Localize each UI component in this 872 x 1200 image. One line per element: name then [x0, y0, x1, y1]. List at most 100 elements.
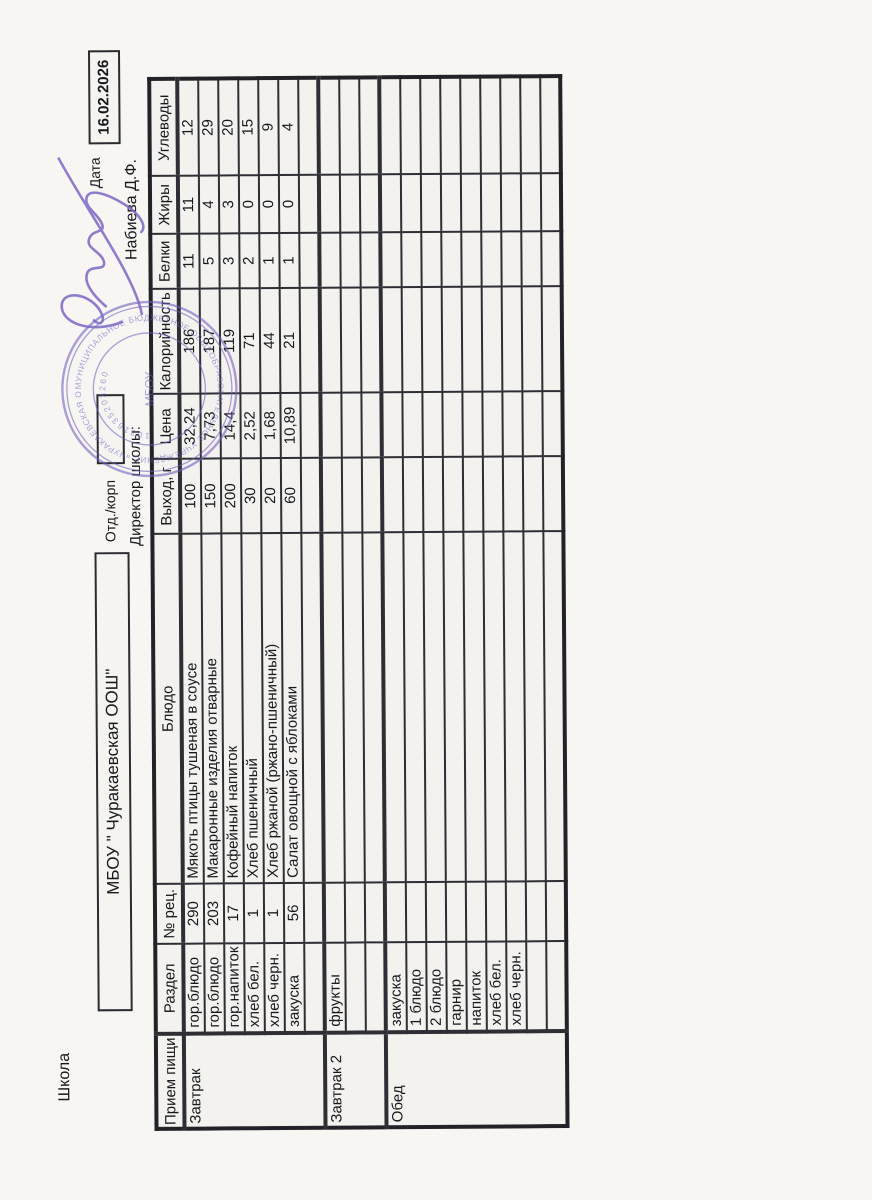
cell	[361, 457, 383, 533]
school-stamp: МУНИЦИПАЛЬНОЕ БЮДЖЕТНОЕ ОБЩЕОБРАЗОВАТЕЛЬ…	[54, 300, 238, 485]
cell	[522, 391, 543, 457]
cell	[460, 173, 482, 232]
cell	[480, 76, 501, 174]
cell: 12	[177, 78, 199, 176]
cell	[461, 286, 483, 392]
cell	[362, 532, 385, 883]
cell	[401, 287, 423, 393]
cell	[360, 287, 382, 393]
cell	[422, 456, 444, 533]
cell: хлеб черн.	[264, 943, 285, 1034]
cell	[423, 531, 446, 883]
cell	[420, 173, 442, 233]
cell: Хлеб ржаной (ржано-пшеничный)	[261, 533, 284, 884]
school-name-box: МБОУ " Чуракаевская ООШ"	[94, 552, 133, 1012]
date-value-box: 16.02.2026	[87, 50, 121, 145]
dept-label: Отд./корп	[101, 479, 119, 543]
cell	[481, 231, 502, 287]
cell	[304, 942, 325, 1033]
cell	[360, 232, 381, 288]
cell	[500, 76, 521, 174]
cell: 56	[283, 882, 305, 944]
cell	[402, 457, 424, 533]
cell	[540, 173, 562, 232]
cell	[440, 76, 461, 174]
cell	[359, 77, 380, 175]
cell	[421, 286, 443, 393]
cell	[523, 531, 546, 882]
column-header: Блюдо	[152, 533, 183, 884]
cell	[320, 392, 342, 458]
cell: 1	[259, 233, 280, 289]
cell	[482, 456, 504, 532]
cell	[520, 76, 541, 174]
cell	[405, 882, 427, 943]
cell: 0	[278, 174, 300, 234]
cell	[525, 881, 547, 942]
cell	[465, 881, 487, 942]
cell	[541, 231, 562, 287]
cell: 21	[279, 287, 301, 394]
cell	[461, 231, 482, 287]
cell	[341, 457, 363, 533]
cell: 2	[239, 233, 260, 289]
cell	[382, 532, 406, 883]
cell	[440, 173, 462, 232]
cell	[481, 286, 503, 392]
cell	[342, 532, 365, 883]
cell	[380, 287, 403, 393]
cell	[462, 391, 483, 457]
cell	[502, 456, 524, 532]
cell	[319, 287, 342, 393]
cell: гарнир	[446, 941, 467, 1032]
cell	[460, 76, 481, 174]
cell: 17	[223, 883, 245, 944]
cell	[400, 77, 421, 175]
cell	[301, 532, 324, 883]
cell: 44	[259, 288, 281, 394]
cell	[526, 941, 547, 1032]
cell: Хлеб пшеничный	[241, 533, 264, 884]
cell	[442, 456, 464, 532]
cell: 0	[238, 175, 260, 234]
cell	[303, 882, 325, 943]
cell: 1	[263, 883, 285, 944]
cell	[299, 232, 320, 288]
cell: Кофейный напиток	[221, 533, 244, 884]
meal-cell: Завтрак	[183, 1032, 326, 1129]
cell: закуска	[385, 942, 407, 1033]
cell	[482, 391, 503, 457]
cell	[503, 531, 526, 882]
school-name: МБОУ " Чуракаевская ООШ"	[102, 668, 123, 895]
menu-table-body: Завтрак гор.блюдо 29 0 Мякоть птицы тушеная …	[177, 76, 568, 1129]
cell	[501, 231, 522, 287]
cell: 29	[198, 78, 219, 176]
cell	[340, 232, 361, 288]
cell: 60	[280, 457, 302, 534]
cell	[542, 456, 564, 532]
cell: 2 блюдо	[426, 941, 447, 1033]
cell: Мякоть птицы тушеная в соусе	[180, 533, 204, 884]
cell: Салат овощной с яблоками	[281, 532, 304, 884]
cell	[420, 76, 441, 175]
cell: 20	[218, 78, 239, 176]
cell: 10,89	[280, 392, 301, 459]
cell	[500, 173, 522, 232]
cell	[380, 232, 402, 288]
cell	[501, 286, 523, 392]
cell	[521, 231, 542, 287]
cell	[441, 231, 462, 287]
cell	[300, 392, 321, 458]
cell: гор.блюдо	[204, 943, 225, 1034]
stamp-center-text: МБОУ	[142, 371, 156, 406]
cell	[445, 881, 467, 942]
cell	[321, 532, 345, 883]
cell	[542, 391, 563, 457]
cell	[341, 392, 362, 458]
cell	[318, 174, 341, 233]
cell	[298, 77, 319, 175]
cell	[344, 882, 366, 943]
cell: 15	[238, 78, 259, 176]
cell: 11	[178, 233, 200, 289]
